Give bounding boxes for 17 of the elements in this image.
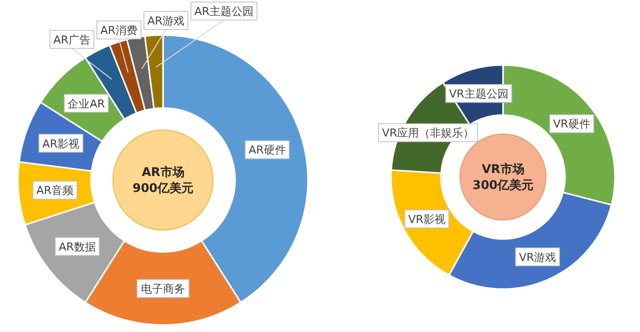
slice-label: AR数据 xyxy=(58,240,96,254)
slice-label: VR主题公园 xyxy=(449,87,508,100)
slice-label: 企业AR xyxy=(68,97,106,110)
slice-label: VR应用（非娱乐） xyxy=(382,126,474,140)
text: AR市场 900亿美元 xyxy=(132,165,194,195)
slice-label: VR影视 xyxy=(408,212,446,226)
text: VR市场 300亿美元 xyxy=(472,162,534,192)
slice-label: AR主题公园 xyxy=(194,5,254,18)
slice-label: 电子商务 xyxy=(141,282,185,296)
slice-label: VR游戏 xyxy=(518,250,556,264)
slice-label: AR音频 xyxy=(36,184,74,198)
slice-label: AR硬件 xyxy=(248,144,286,157)
slice-label: VR硬件 xyxy=(553,118,590,131)
slice-label: AR广告 xyxy=(53,33,90,46)
slice-label: AR游戏 xyxy=(147,14,184,28)
slice-label: AR消费 xyxy=(100,24,138,37)
slice-label: AR影视 xyxy=(42,137,80,150)
